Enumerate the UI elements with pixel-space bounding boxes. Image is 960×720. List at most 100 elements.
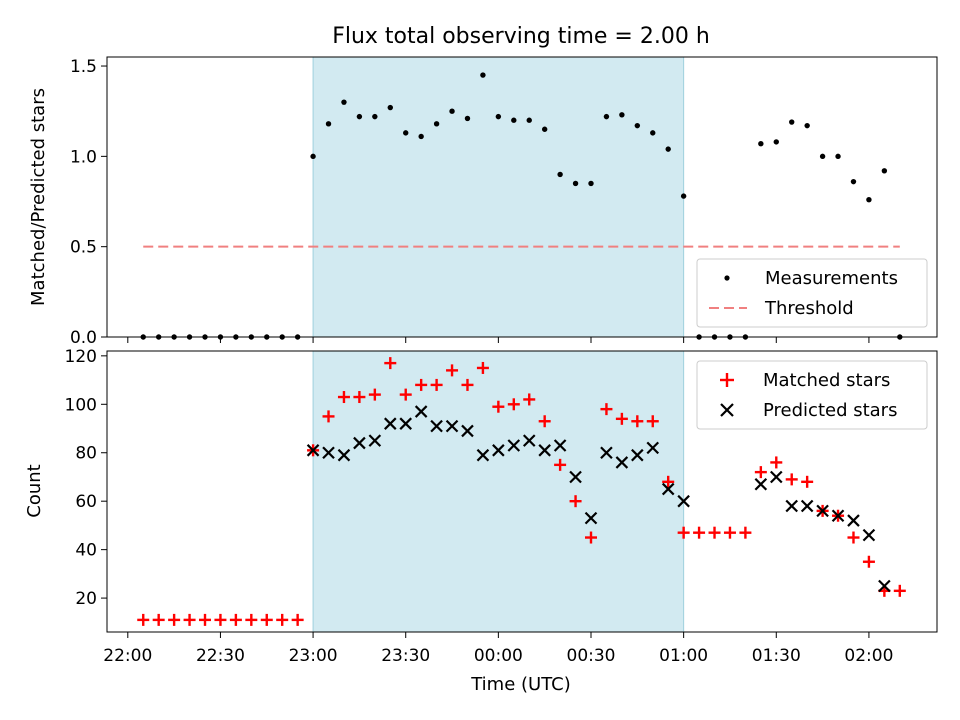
bottom-y-axis: 20 40 60 80 100 120 [65, 347, 107, 609]
predicted-star-point [677, 494, 690, 508]
matched-star-point [245, 613, 258, 626]
predicted-star-point [384, 417, 397, 430]
predicted-star-point [461, 424, 474, 438]
matched-star-point [229, 613, 242, 626]
matched-star-point [183, 613, 196, 626]
matched-star-point [337, 391, 350, 404]
bottom-y-axis-label: Count [24, 464, 45, 517]
x-tick-label: 23:30 [381, 646, 430, 666]
predicted-star-point [785, 499, 798, 513]
measurement-point [804, 122, 810, 129]
top-panel: 0.0 0.5 1.0 1.5 Matched/Predicted stars Mea… [28, 56, 938, 348]
predicted-star-point [399, 417, 412, 430]
predicted-star-point [306, 444, 320, 457]
measurement-point [341, 99, 347, 105]
measurement-point [495, 113, 502, 120]
top-legend: Measurements Threshold [696, 258, 928, 328]
predicted-star-point [770, 470, 783, 484]
matched-star-point [708, 526, 721, 539]
matched-star-point [569, 495, 582, 508]
measurement-point [403, 130, 409, 136]
predicted-stars-points [306, 405, 891, 593]
measurement-point [541, 126, 548, 132]
measurement-point [372, 113, 378, 120]
legend-predicted-label: Predicted stars [763, 400, 897, 421]
matched-star-point [677, 526, 690, 539]
measurement-point [418, 133, 424, 140]
matched-star-point [476, 361, 489, 374]
x-tick-label: 02:00 [844, 646, 893, 666]
measurement-point [464, 115, 471, 122]
y-tick-label: 120 [65, 347, 97, 367]
y-tick-label: 1.0 [70, 147, 97, 167]
predicted-star-point [631, 448, 644, 462]
measurement-point [819, 153, 826, 160]
matched-star-point [523, 393, 536, 406]
predicted-star-point [878, 579, 891, 593]
measurement-point [650, 130, 656, 136]
measurement-point [603, 113, 610, 120]
bottom-panel: 20 40 60 80 100 120 22:00 22:30 23:00 23:30 00:00… [24, 347, 938, 695]
predicted-star-point [862, 528, 876, 542]
matched-star-point [585, 531, 597, 544]
predicted-star-point [600, 446, 613, 460]
matched-star-point [754, 466, 767, 479]
y-tick-label: 60 [75, 492, 97, 512]
legend-measurement-marker [724, 275, 730, 281]
top-plot-frame [106, 56, 938, 338]
predicted-star-point [337, 448, 351, 462]
measurement-point [665, 146, 671, 152]
x-axis-label: Time (UTC) [470, 674, 571, 695]
predicted-star-point [816, 504, 829, 518]
x-tick-label: 00:00 [474, 646, 523, 666]
measurement-point [526, 117, 532, 123]
measurement-point [588, 180, 594, 187]
measurement-point [789, 119, 795, 125]
matched-star-point [430, 378, 443, 391]
measurement-point [356, 113, 363, 120]
top-legend-box [696, 258, 928, 328]
matched-star-point [461, 378, 474, 391]
predicted-star-point [368, 434, 382, 447]
top-y-axis-label: Matched/Predicted stars [28, 88, 49, 306]
measurement-point [835, 153, 841, 160]
y-tick-label: 0.5 [70, 238, 97, 258]
predicted-star-point [538, 444, 551, 457]
matched-star-point [893, 584, 906, 597]
predicted-star-point [353, 436, 366, 450]
matched-stars-points [137, 357, 906, 626]
legend-threshold-label: Threshold [764, 298, 854, 319]
matched-star-point [291, 613, 304, 626]
measurement-point [310, 153, 316, 160]
matched-star-point [446, 364, 459, 377]
matched-star-point [662, 475, 675, 488]
measurement-point [680, 193, 687, 199]
x-tick-label: 00:30 [567, 646, 616, 666]
predicted-star-point [476, 448, 490, 462]
predicted-star-point [646, 441, 660, 455]
predicted-star-point [553, 439, 567, 452]
measurement-point [881, 168, 888, 174]
predicted-star-point [800, 499, 814, 513]
measurement-point [619, 112, 625, 118]
predicted-star-point [414, 405, 428, 418]
bottom-highlight-window [312, 350, 685, 633]
predicted-star-point [445, 419, 459, 433]
matched-star-point [199, 613, 211, 626]
predicted-star-point [322, 446, 335, 460]
legend-measurements-label: Measurements [765, 268, 898, 289]
measurement-point [866, 197, 872, 203]
legend-matched-marker [720, 373, 734, 387]
matched-star-point [260, 613, 273, 626]
matched-star-point [276, 613, 289, 626]
matched-star-point [770, 456, 783, 469]
measurement-point [557, 171, 563, 178]
y-tick-label: 80 [75, 444, 97, 464]
measurement-point [572, 180, 579, 187]
legend-predicted-marker [720, 403, 734, 417]
matched-star-point [847, 531, 860, 544]
x-tick-label: 22:30 [196, 646, 245, 666]
matched-star-point [137, 613, 150, 626]
y-tick-label: 100 [65, 395, 97, 415]
